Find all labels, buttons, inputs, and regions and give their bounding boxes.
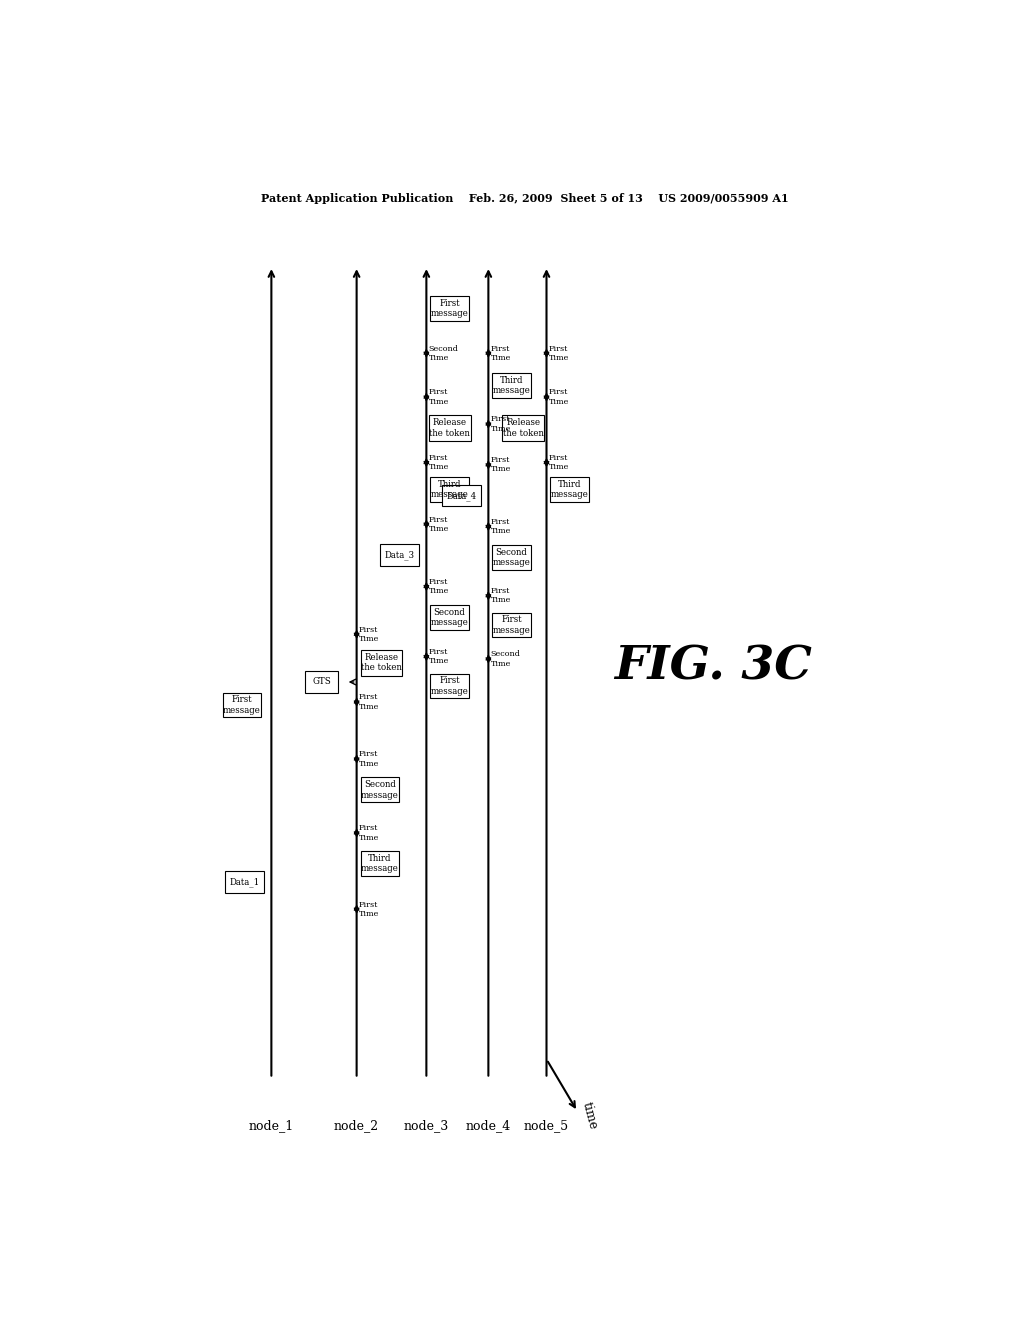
Text: First
Time: First Time — [490, 416, 511, 433]
FancyBboxPatch shape — [360, 851, 399, 876]
FancyBboxPatch shape — [222, 693, 261, 718]
Text: Second
message: Second message — [431, 607, 469, 627]
FancyBboxPatch shape — [380, 544, 419, 566]
FancyBboxPatch shape — [430, 296, 469, 321]
Text: First
Time: First Time — [429, 454, 450, 471]
FancyBboxPatch shape — [430, 673, 469, 698]
Text: node_3: node_3 — [403, 1119, 449, 1133]
FancyBboxPatch shape — [493, 612, 531, 638]
Text: First
message: First message — [431, 676, 469, 696]
Text: Second
Time: Second Time — [490, 651, 520, 668]
Text: First
message: First message — [223, 696, 261, 715]
FancyBboxPatch shape — [305, 671, 338, 693]
FancyBboxPatch shape — [225, 871, 263, 892]
Text: First
Time: First Time — [549, 454, 569, 471]
FancyBboxPatch shape — [430, 605, 469, 630]
Text: node_2: node_2 — [334, 1119, 379, 1133]
Text: First
Time: First Time — [490, 587, 511, 605]
Text: First
Time: First Time — [359, 824, 379, 842]
Text: First
Time: First Time — [549, 345, 569, 362]
Text: Third
message: Third message — [360, 854, 398, 874]
Text: node_5: node_5 — [524, 1119, 569, 1133]
Text: Data_3: Data_3 — [384, 550, 415, 560]
Text: First
Time: First Time — [359, 693, 379, 710]
FancyBboxPatch shape — [503, 414, 544, 441]
Text: First
Time: First Time — [359, 900, 379, 917]
FancyBboxPatch shape — [430, 478, 469, 502]
Text: First
message: First message — [493, 615, 530, 635]
Text: First
Time: First Time — [490, 517, 511, 535]
Text: Data_4: Data_4 — [446, 491, 476, 500]
Text: First
Time: First Time — [429, 516, 450, 533]
Text: Patent Application Publication    Feb. 26, 2009  Sheet 5 of 13    US 2009/005590: Patent Application Publication Feb. 26, … — [261, 193, 788, 205]
Text: Third
message: Third message — [551, 479, 589, 499]
FancyBboxPatch shape — [429, 414, 471, 441]
Text: FIG. 3C: FIG. 3C — [614, 644, 812, 689]
Text: Second
message: Second message — [360, 780, 398, 800]
Text: Second
message: Second message — [493, 548, 530, 568]
Text: Data_1: Data_1 — [229, 878, 259, 887]
Text: Release
the token: Release the token — [429, 418, 470, 438]
Text: Second
Time: Second Time — [429, 345, 459, 362]
FancyBboxPatch shape — [360, 777, 399, 803]
Text: Release
the token: Release the token — [361, 653, 401, 672]
Text: First
Time: First Time — [490, 345, 511, 362]
Text: Release
the token: Release the token — [503, 418, 544, 438]
FancyBboxPatch shape — [442, 484, 480, 507]
FancyBboxPatch shape — [360, 649, 402, 676]
FancyBboxPatch shape — [493, 374, 531, 397]
Text: Third
message: Third message — [493, 376, 530, 395]
Text: node_1: node_1 — [249, 1119, 294, 1133]
Text: First
Time: First Time — [429, 388, 450, 405]
Text: First
Time: First Time — [429, 648, 450, 665]
Text: First
message: First message — [431, 298, 469, 318]
Text: GTS: GTS — [312, 677, 331, 686]
FancyBboxPatch shape — [550, 478, 589, 502]
Text: First
Time: First Time — [429, 578, 450, 595]
FancyBboxPatch shape — [493, 545, 531, 570]
Text: time: time — [580, 1101, 600, 1131]
Text: Third
message: Third message — [431, 479, 469, 499]
Text: First
Time: First Time — [359, 750, 379, 768]
Text: node_4: node_4 — [466, 1119, 511, 1133]
Text: First
Time: First Time — [549, 388, 569, 405]
Text: First
Time: First Time — [359, 626, 379, 643]
Text: First
Time: First Time — [490, 457, 511, 474]
